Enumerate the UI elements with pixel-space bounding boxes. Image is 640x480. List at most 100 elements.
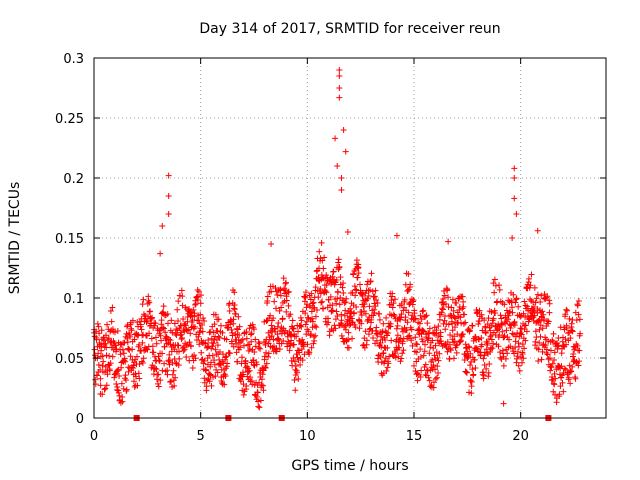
data-point — [434, 354, 441, 361]
data-point — [576, 358, 583, 365]
data-point — [484, 321, 491, 328]
y-tick-label: 0.1 — [63, 292, 84, 307]
data-point — [189, 364, 196, 371]
data-point — [249, 381, 256, 388]
data-point — [210, 340, 217, 347]
data-point — [397, 358, 404, 365]
data-point — [427, 344, 434, 351]
data-point — [367, 278, 374, 285]
data-point — [364, 295, 371, 302]
data-point — [101, 386, 108, 393]
data-point — [405, 309, 412, 316]
spike-point — [332, 135, 339, 142]
data-point — [153, 366, 160, 373]
data-point — [173, 326, 180, 333]
data-point — [495, 282, 502, 289]
data-point — [311, 337, 318, 344]
data-point — [569, 328, 576, 335]
data-point — [167, 379, 174, 386]
data-point — [366, 303, 373, 310]
data-point — [180, 315, 187, 322]
data-point — [569, 363, 576, 370]
data-point — [482, 330, 489, 337]
data-point — [550, 330, 557, 337]
data-point — [282, 327, 289, 334]
data-point — [555, 342, 562, 349]
data-point — [109, 353, 116, 360]
data-point — [561, 365, 568, 372]
data-point — [405, 271, 412, 278]
data-point — [215, 316, 222, 323]
data-point — [216, 334, 223, 341]
data-point — [259, 371, 266, 378]
data-point — [462, 319, 469, 326]
data-point — [475, 335, 482, 342]
data-point — [372, 303, 379, 310]
data-point — [146, 299, 153, 306]
data-point — [102, 340, 109, 347]
data-point — [464, 355, 471, 362]
data-point — [206, 371, 213, 378]
data-point — [430, 384, 437, 391]
data-point — [515, 340, 522, 347]
data-point — [361, 301, 368, 308]
data-point — [340, 289, 347, 296]
data-point — [445, 294, 452, 301]
data-point — [391, 312, 398, 319]
data-point — [194, 293, 201, 300]
data-point — [288, 337, 295, 344]
data-point — [398, 311, 405, 318]
data-point — [128, 327, 135, 334]
data-point — [176, 355, 183, 362]
data-point — [263, 318, 270, 325]
data-point — [451, 314, 458, 321]
data-point — [533, 295, 540, 302]
data-point — [140, 296, 147, 303]
data-point — [238, 354, 245, 361]
data-point — [174, 318, 181, 325]
data-point — [252, 343, 259, 350]
data-point — [372, 327, 379, 334]
data-point — [195, 333, 202, 340]
data-point — [520, 355, 527, 362]
data-point — [260, 387, 267, 394]
data-point — [231, 289, 238, 296]
data-point — [308, 344, 315, 351]
data-point — [487, 327, 494, 334]
data-point — [292, 387, 299, 394]
data-point — [549, 360, 556, 367]
data-point — [241, 342, 248, 349]
data-point — [159, 324, 166, 331]
data-point — [354, 274, 361, 281]
data-point — [441, 317, 448, 324]
data-point — [565, 374, 572, 381]
data-point — [214, 327, 221, 334]
data-point — [99, 353, 106, 360]
data-point — [252, 336, 259, 343]
data-point — [220, 351, 227, 358]
data-point — [532, 299, 539, 306]
data-point — [383, 368, 390, 375]
data-point — [396, 344, 403, 351]
data-point — [283, 279, 289, 286]
spike-point — [97, 391, 104, 397]
data-point — [109, 304, 116, 311]
data-point — [121, 355, 128, 362]
data-point — [513, 359, 520, 366]
data-point — [169, 329, 176, 336]
data-point — [483, 338, 490, 345]
data-point — [263, 349, 270, 356]
data-point — [129, 317, 136, 324]
data-point — [265, 350, 272, 357]
data-point — [271, 325, 278, 332]
data-point — [116, 372, 123, 379]
data-point — [535, 317, 542, 324]
data-point — [160, 303, 167, 310]
data-point — [447, 345, 454, 352]
axes: 0 5 10 15 20 0 0.05 0.1 0.15 0.2 0.25 0.3 — [55, 52, 606, 444]
data-points — [91, 67, 584, 421]
data-point — [134, 382, 141, 389]
y-tick-label: 0.3 — [63, 52, 84, 67]
data-point — [317, 286, 324, 293]
